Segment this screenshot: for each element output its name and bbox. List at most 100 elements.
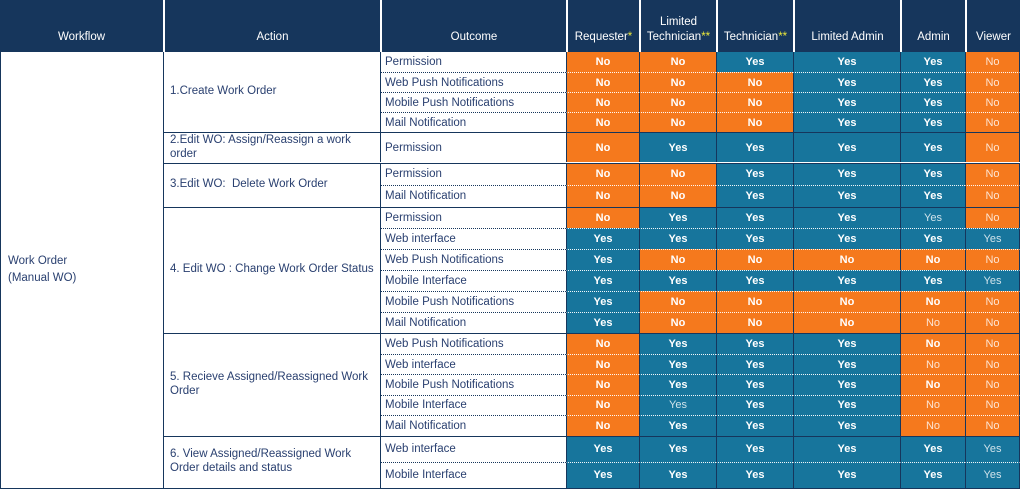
action-cell: 1.Create Work Order — [163, 52, 380, 132]
value-cell-technician: Yes — [716, 374, 793, 395]
value-cell-limited-admin: Yes — [793, 133, 900, 162]
action-cell: 2.Edit WO: Assign/Reassign a work order — [163, 133, 380, 163]
value-cell-limited-technician: Yes — [639, 374, 716, 395]
outcome-cell: Mail Notification — [380, 185, 566, 207]
value-cell-requester: No — [566, 72, 639, 92]
value-cell-technician: Yes — [716, 270, 793, 291]
value-cell-technician: No — [716, 311, 793, 333]
column-header-label: Technician** — [723, 31, 788, 44]
value-cell-viewer: No — [965, 415, 1020, 436]
bottom-border-bar — [0, 487, 1020, 489]
outcome-cell: Permission — [380, 207, 566, 229]
table-row: Mail Notification No No Yes Yes Yes No — [380, 185, 1020, 207]
value-cell-limited-technician: No — [639, 249, 716, 271]
value-cell-technician: No — [716, 72, 793, 92]
table-row: Mobile Interface No Yes Yes Yes No No — [380, 394, 1020, 416]
value-cell-limited-technician: No — [639, 72, 716, 92]
value-cell-technician: Yes — [716, 333, 793, 354]
value-cell-limited-admin: Yes — [793, 394, 900, 416]
column-header-label: Limited Admin — [811, 31, 884, 44]
table-header-row: Workflow Action Outcome Requester* Limited T… — [0, 0, 1020, 52]
outcome-cell: Web Push Notifications — [380, 72, 566, 92]
value-cell-limited-admin: No — [793, 249, 900, 271]
value-cell-admin: Yes — [900, 185, 965, 207]
value-cell-requester: No — [566, 207, 639, 229]
value-cell-limited-technician: Yes — [639, 333, 716, 354]
value-cell-limited-admin: Yes — [793, 207, 900, 229]
outcome-cell: Mobile Interface — [380, 270, 566, 291]
value-cell-admin: No — [900, 394, 965, 416]
value-cell-admin: Yes — [900, 270, 965, 291]
value-cell-requester: Yes — [566, 270, 639, 291]
value-cell-viewer: No — [965, 72, 1020, 92]
value-cell-viewer: No — [965, 133, 1020, 162]
sections-container: 1.Create Work Order Permission No No Yes Yes Y… — [163, 52, 1020, 488]
table-row: Web Push Notifications No Yes Yes Yes No No — [380, 333, 1020, 354]
value-cell-requester: No — [566, 112, 639, 132]
action-section: 3.Edit WO: Delete Work Order Permission No… — [163, 162, 1020, 207]
value-cell-admin: No — [900, 374, 965, 395]
table-row: Mobile Push Notifications No No No Yes Yes No — [380, 92, 1020, 112]
table-row: Web Push Notifications No No No Yes Yes No — [380, 72, 1020, 92]
value-cell-technician: No — [716, 249, 793, 271]
outcome-cell: Mobile Interface — [380, 394, 566, 416]
value-cell-requester: Yes — [566, 462, 639, 488]
value-cell-requester: No — [566, 333, 639, 354]
value-cell-admin: No — [900, 311, 965, 333]
action-cell: 6. View Assigned/Reassigned Work Order d… — [163, 436, 380, 488]
action-cell: 3.Edit WO: Delete Work Order — [163, 163, 380, 207]
outcome-cell: Web Push Notifications — [380, 249, 566, 271]
outcome-cell: Mobile Push Notifications — [380, 374, 566, 395]
value-cell-admin: Yes — [900, 72, 965, 92]
value-cell-limited-admin: Yes — [793, 228, 900, 250]
value-cell-limited-admin: No — [793, 311, 900, 333]
table-row: Web interface Yes Yes Yes Yes Yes Yes — [380, 228, 1020, 250]
value-cell-limited-technician: No — [639, 52, 716, 72]
value-cell-admin: No — [900, 249, 965, 271]
value-cell-technician: Yes — [716, 52, 793, 72]
footnote-marker: * — [627, 31, 633, 44]
value-cell-requester: No — [566, 163, 639, 186]
value-cell-limited-admin: Yes — [793, 415, 900, 436]
value-cell-limited-technician: No — [639, 290, 716, 312]
value-cell-requester: Yes — [566, 311, 639, 333]
table-row: Permission No No Yes Yes Yes No — [380, 52, 1020, 72]
table-row: Mobile Push Notifications Yes No No No No No — [380, 290, 1020, 312]
section-rows: Web Push Notifications No Yes Yes Yes No No Web… — [380, 333, 1020, 436]
value-cell-limited-admin: Yes — [793, 72, 900, 92]
value-cell-limited-admin: Yes — [793, 462, 900, 488]
section-rows: Permission No Yes Yes Yes Yes No — [380, 133, 1020, 163]
table-row: Mobile Push Notifications No Yes Yes Yes No No — [380, 374, 1020, 395]
column-header-label: Workflow — [57, 31, 106, 44]
value-cell-limited-admin: Yes — [793, 436, 900, 463]
value-cell-limited-admin: Yes — [793, 353, 900, 375]
value-cell-technician: Yes — [716, 415, 793, 436]
action-cell: 4. Edit WO : Change Work Order Status — [163, 207, 380, 333]
value-cell-admin: No — [900, 333, 965, 354]
value-cell-limited-technician: Yes — [639, 207, 716, 229]
outcome-cell: Mail Notification — [380, 311, 566, 333]
value-cell-viewer: No — [965, 311, 1020, 333]
column-header-label: Requester* — [574, 31, 633, 44]
value-cell-requester: Yes — [566, 249, 639, 271]
value-cell-limited-technician: Yes — [639, 270, 716, 291]
value-cell-admin: No — [900, 353, 965, 375]
value-cell-technician: Yes — [716, 353, 793, 375]
value-cell-requester: Yes — [566, 290, 639, 312]
value-cell-limited-admin: Yes — [793, 333, 900, 354]
value-cell-viewer: No — [965, 207, 1020, 229]
value-cell-limited-technician: No — [639, 185, 716, 207]
column-header-action: Action — [163, 0, 380, 52]
table-row: Web Push Notifications Yes No No No No No — [380, 249, 1020, 271]
value-cell-viewer: Yes — [965, 436, 1020, 463]
action-section: 6. View Assigned/Reassigned Work Order d… — [163, 435, 1020, 488]
value-cell-technician: Yes — [716, 185, 793, 207]
action-cell: 5. Recieve Assigned/Reassigned Work Orde… — [163, 333, 380, 436]
value-cell-admin: Yes — [900, 462, 965, 488]
action-section: 4. Edit WO : Change Work Order Status Per… — [163, 206, 1020, 333]
value-cell-viewer: No — [965, 163, 1020, 186]
value-cell-viewer: No — [965, 92, 1020, 112]
workflow-label-line: (Manual WO) — [8, 271, 77, 284]
table-row: Permission No Yes Yes Yes Yes No — [380, 133, 1020, 162]
action-section: 1.Create Work Order Permission No No Yes Yes Y… — [163, 52, 1020, 132]
